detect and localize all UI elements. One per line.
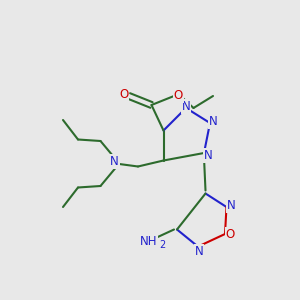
Text: N: N <box>194 244 203 258</box>
Text: O: O <box>174 88 183 102</box>
Text: O: O <box>226 227 235 241</box>
Text: N: N <box>182 100 190 113</box>
Text: N: N <box>226 199 236 212</box>
Text: N: N <box>204 149 213 162</box>
Text: N: N <box>110 154 119 168</box>
Text: NH: NH <box>140 235 157 248</box>
Text: O: O <box>119 88 128 101</box>
Text: N: N <box>209 115 218 128</box>
Text: 2: 2 <box>159 240 165 250</box>
